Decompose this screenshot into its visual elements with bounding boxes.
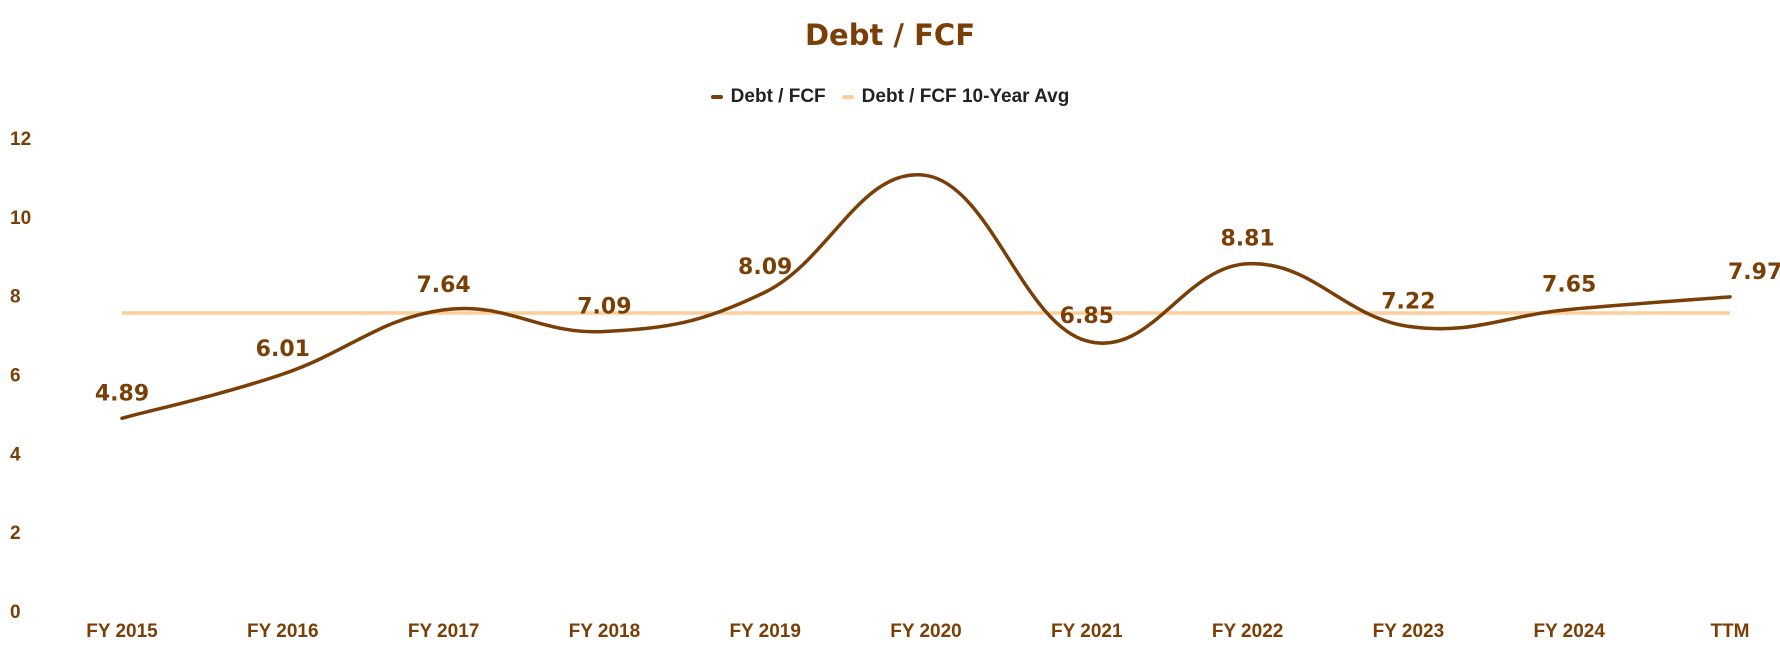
data-point (1246, 262, 1250, 266)
data-point (602, 330, 606, 334)
y-tick-label: 10 (10, 208, 31, 229)
x-tick-label: FY 2017 (408, 621, 479, 642)
data-point (442, 308, 446, 312)
x-tick-label: FY 2018 (569, 621, 640, 642)
data-label: 4.89 (95, 381, 149, 406)
data-label: 7.09 (577, 295, 631, 320)
y-tick-label: 6 (10, 366, 21, 387)
data-label: 6.01 (256, 337, 310, 362)
x-tick-label: FY 2022 (1212, 621, 1283, 642)
data-point (763, 290, 767, 294)
data-point (281, 372, 285, 376)
y-tick-label: 0 (10, 602, 21, 623)
x-tick-label: FY 2021 (1051, 621, 1123, 642)
legend: Debt / FCF Debt / FCF 10-Year Avg (0, 86, 1780, 108)
x-tick-label: FY 2016 (247, 621, 318, 642)
x-tick-label: TTM (1710, 621, 1749, 642)
data-label: 6.85 (1060, 304, 1114, 329)
legend-label-debt-fcf: Debt / FCF (730, 86, 826, 107)
data-point (924, 173, 928, 177)
series-line-debt-fcf (120, 173, 1732, 421)
x-tick-label: FY 2023 (1373, 621, 1444, 642)
x-tick-label: FY 2019 (729, 621, 800, 642)
legend-item-avg[interactable]: Debt / FCF 10-Year Avg (841, 86, 1070, 108)
legend-swatch-debt-fcf (710, 95, 723, 99)
data-point (1567, 307, 1571, 311)
legend-swatch-avg (841, 95, 854, 99)
y-tick-label: 8 (10, 287, 21, 308)
data-point (1085, 339, 1089, 343)
data-label: 7.65 (1542, 272, 1596, 297)
y-tick-label: 2 (10, 523, 21, 544)
data-label: 8.09 (738, 255, 792, 280)
data-label: 7.22 (1381, 289, 1435, 314)
data-label: 8.81 (1220, 227, 1274, 252)
x-tick-label: FY 2024 (1533, 621, 1605, 642)
data-label: 7.64 (416, 273, 470, 298)
data-point (120, 416, 124, 420)
chart-title: Debt / FCF (804, 18, 976, 52)
data-label: 7.97 (1728, 260, 1780, 285)
x-tick-label: FY 2015 (86, 621, 158, 642)
data-point (1728, 295, 1732, 299)
legend-label-avg: Debt / FCF 10-Year Avg (861, 86, 1070, 107)
data-point (1406, 324, 1410, 328)
x-tick-label: FY 2020 (890, 621, 961, 642)
y-tick-label: 12 (10, 129, 31, 150)
legend-item-debt-fcf[interactable]: Debt / FCF (710, 86, 826, 108)
y-tick-label: 4 (10, 444, 21, 465)
